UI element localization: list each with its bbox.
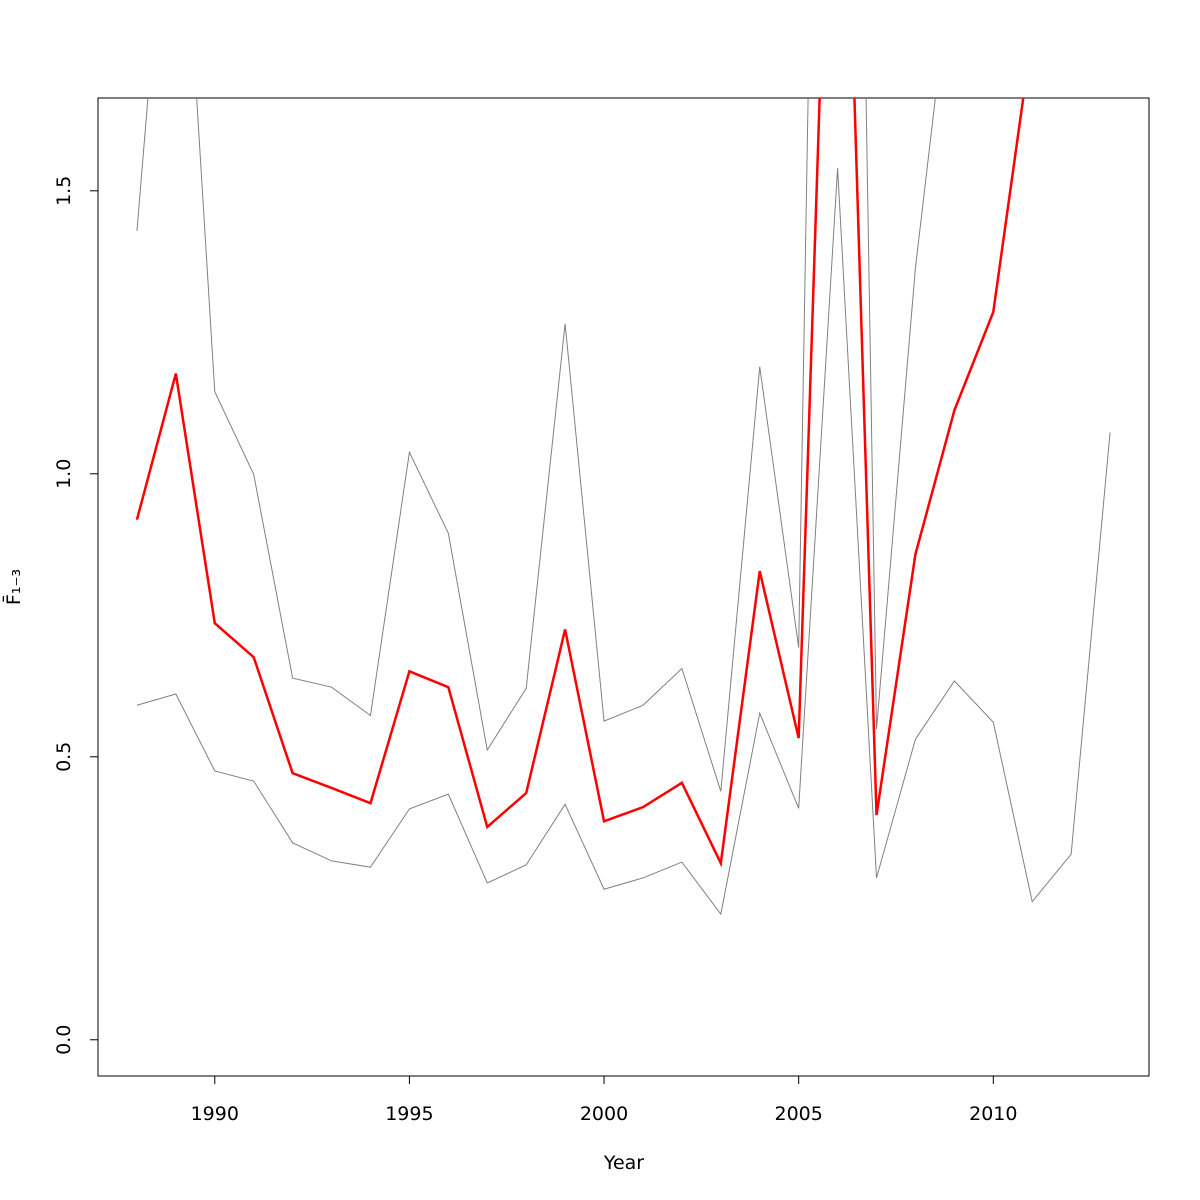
series-line: [136, 168, 1111, 916]
y-tick-label: 1.5: [53, 176, 75, 206]
x-tick-label: 2010: [969, 1103, 1017, 1125]
y-tick-label: 0.0: [53, 1025, 75, 1055]
x-tick-label: 1995: [385, 1103, 433, 1125]
y-axis-label: F̄₁₋₃: [1, 569, 25, 605]
x-axis-label: Year: [603, 1152, 644, 1174]
x-tick-label: 2000: [580, 1103, 628, 1125]
plot-area: [135, 98, 1111, 916]
series-line: [136, 98, 936, 792]
plot-frame: [97, 97, 1150, 1077]
x-tick-label: 2005: [774, 1103, 822, 1125]
y-tick-label: 0.5: [53, 742, 75, 772]
series-line: [135, 98, 1025, 868]
x-tick-label: 1990: [191, 1103, 239, 1125]
y-tick-label: 1.0: [53, 459, 75, 489]
